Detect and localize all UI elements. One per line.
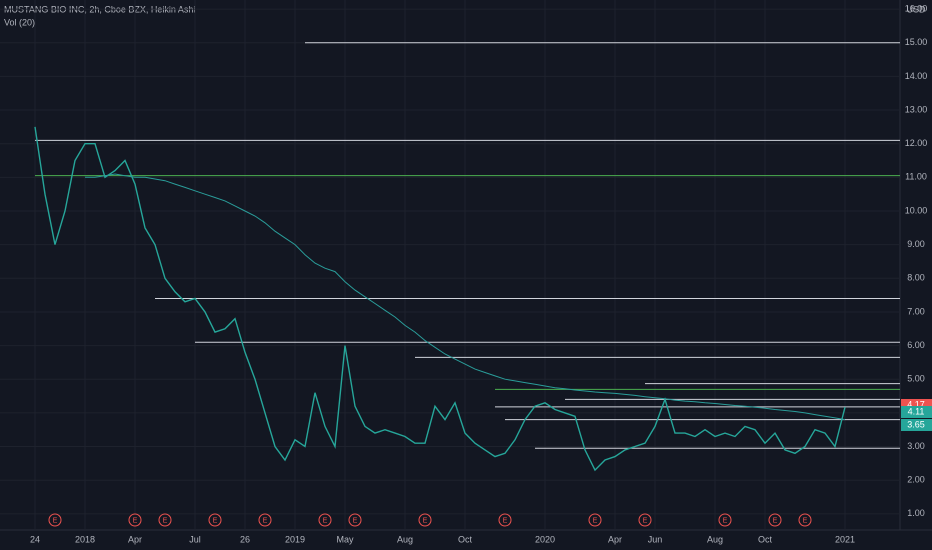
y-tick-label: 3.00 <box>907 441 925 451</box>
earnings-label: E <box>53 517 58 524</box>
y-tick-label: 9.00 <box>907 239 925 249</box>
y-tick-label: 12.00 <box>905 138 928 148</box>
earnings-marker <box>798 513 812 527</box>
earnings-label: E <box>503 517 508 524</box>
x-tick-label: May <box>336 534 354 544</box>
y-tick-label: 5.00 <box>907 374 925 384</box>
price-label: 4.17 <box>907 399 925 409</box>
earnings-label: E <box>423 517 428 524</box>
x-tick-label: Oct <box>758 534 773 544</box>
earnings-label: E <box>213 517 218 524</box>
earnings-marker <box>48 513 62 527</box>
x-tick-label: 2020 <box>535 534 555 544</box>
earnings-label: E <box>773 517 778 524</box>
y-tick-label: 7.00 <box>907 306 925 316</box>
earnings-marker <box>158 513 172 527</box>
earnings-label: E <box>163 517 168 524</box>
y-tick-label: 10.00 <box>905 205 928 215</box>
price-label: 3.65 <box>907 419 925 429</box>
x-tick-label: Apr <box>128 534 142 544</box>
y-tick-label: 6.00 <box>907 340 925 350</box>
earnings-label: E <box>323 517 328 524</box>
earnings-marker <box>318 513 332 527</box>
x-tick-label: Jun <box>648 534 663 544</box>
x-tick-label: Aug <box>397 534 413 544</box>
earnings-marker <box>718 513 732 527</box>
x-tick-label: 2019 <box>285 534 305 544</box>
y-tick-label: 16.00 <box>905 3 928 13</box>
moving-average-line <box>85 173 846 421</box>
earnings-label: E <box>723 517 728 524</box>
earnings-marker <box>498 513 512 527</box>
earnings-marker <box>768 513 782 527</box>
volume-label: Vol (20) <box>4 17 35 27</box>
y-tick-label: 1.00 <box>907 508 925 518</box>
y-tick-label: 11.00 <box>905 172 927 182</box>
earnings-label: E <box>803 517 808 524</box>
y-tick-label: 2.00 <box>907 475 925 485</box>
x-tick-label: Apr <box>608 534 622 544</box>
y-tick-label: 8.00 <box>907 273 925 283</box>
earnings-marker <box>208 513 222 527</box>
x-tick-label: 2018 <box>75 534 95 544</box>
x-tick-label: 2021 <box>835 534 855 544</box>
earnings-marker <box>128 513 142 527</box>
x-tick-label: Aug <box>707 534 723 544</box>
price-label-box <box>901 419 932 431</box>
earnings-marker <box>638 513 652 527</box>
earnings-label: E <box>263 517 268 524</box>
earnings-label: E <box>593 517 598 524</box>
earnings-label: E <box>133 517 138 524</box>
earnings-label: E <box>353 517 358 524</box>
y-tick-label: 15.00 <box>905 37 928 47</box>
x-tick-label: Jul <box>189 534 201 544</box>
earnings-marker <box>418 513 432 527</box>
price-label: 4.11 <box>908 406 925 416</box>
y-tick-label: 13.00 <box>905 104 928 114</box>
x-tick-label: Oct <box>458 534 473 544</box>
earnings-marker <box>588 513 602 527</box>
x-tick-label: 26 <box>240 534 250 544</box>
y-tick-label: 14.00 <box>905 71 928 81</box>
price-line <box>34 126 846 472</box>
price-label-box <box>901 406 932 418</box>
currency-label: USD <box>906 4 926 14</box>
x-tick-label: 24 <box>30 534 40 544</box>
earnings-label: E <box>643 517 648 524</box>
earnings-marker <box>258 513 272 527</box>
earnings-marker <box>348 513 362 527</box>
